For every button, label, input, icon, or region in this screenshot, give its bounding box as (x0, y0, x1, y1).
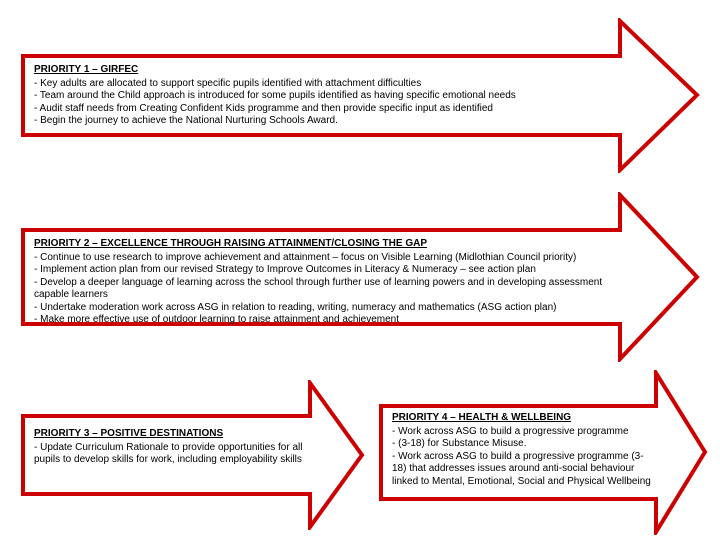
priority1-title: PRIORITY 1 – GIRFEC (34, 64, 609, 77)
priority2-bullet: - Continue to use research to improve ac… (34, 252, 624, 265)
priority2-bullet: - Undertake moderation work across ASG i… (34, 302, 624, 315)
priority3-arrow: PRIORITY 3 – POSITIVE DESTINATIONS - Upd… (20, 380, 365, 530)
priority1-bullet: - Key adults are allocated to support sp… (34, 78, 609, 91)
priority4-bullet: - Work across ASG to build a progressive… (392, 451, 656, 489)
priority4-arrow: PRIORITY 4 – HEALTH & WELLBEING - Work a… (378, 370, 708, 535)
priority2-title: PRIORITY 2 – EXCELLENCE THROUGH RAISING … (34, 238, 624, 251)
priority4-bullet: - Work across ASG to build a progressive… (392, 426, 656, 439)
priority3-bullet: - Update Curriculum Rationale to provide… (34, 442, 308, 467)
priority4-title: PRIORITY 4 – HEALTH & WELLBEING (392, 412, 656, 425)
priority1-arrow: PRIORITY 1 – GIRFEC - Key adults are all… (20, 18, 700, 173)
priority3-title: PRIORITY 3 – POSITIVE DESTINATIONS (34, 428, 308, 441)
priority2-arrow: PRIORITY 2 – EXCELLENCE THROUGH RAISING … (20, 192, 700, 362)
priority1-bullet: - Team around the Child approach is intr… (34, 90, 609, 103)
priority2-bullet: - Implement action plan from our revised… (34, 264, 624, 277)
priority2-bullet: - Make more effective use of outdoor lea… (34, 314, 624, 327)
priority2-bullet: - Develop a deeper language of learning … (34, 277, 624, 302)
priority1-bullet: - Audit staff needs from Creating Confid… (34, 103, 609, 116)
priority1-bullet: - Begin the journey to achieve the Natio… (34, 115, 609, 128)
priority4-bullet: - (3-18) for Substance Misuse. (392, 438, 656, 451)
